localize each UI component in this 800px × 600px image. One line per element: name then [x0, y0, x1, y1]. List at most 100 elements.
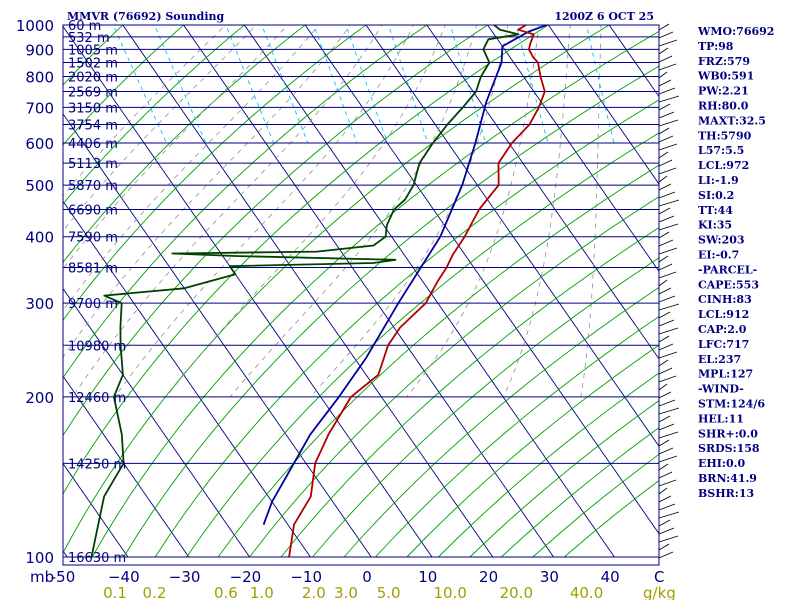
pressure-tick-label: 1000 [16, 17, 54, 35]
mixing-ratio-tick-label: 0.1 [103, 584, 127, 600]
dry-adiabat [91, 30, 659, 558]
dry-adiabat [63, 25, 124, 86]
wind-barb [658, 71, 668, 79]
pressure-tick-label: 900 [25, 41, 54, 59]
index-line: TH:5790 [698, 129, 752, 142]
temperature-tick-label: 40 [601, 568, 620, 586]
height-label: 6690 m [68, 203, 118, 218]
index-line: TP:98 [698, 40, 734, 53]
wind-barb [658, 103, 671, 111]
wind-barb [658, 399, 676, 407]
moist-adiabat [406, 25, 540, 398]
wind-barb [658, 63, 677, 71]
wind-barb [658, 191, 676, 199]
height-label: 16630 m [68, 551, 126, 566]
wind-barb [658, 279, 668, 287]
index-line: HEL:11 [698, 412, 744, 425]
wind-barb [658, 287, 672, 295]
wind-barb [658, 39, 678, 47]
index-line: -PARCEL- [698, 263, 757, 276]
mixing-ratio-line [586, 25, 615, 144]
mixing-ratio-labels: 0.1 0.2 0.6 1.0 2.0 3.0 5.0 10.0 20.0 40.0 [103, 584, 603, 600]
temperature-tick-label: -50 [51, 568, 76, 586]
dry-adiabat [63, 25, 367, 321]
wind-barb [658, 311, 671, 319]
mixing-ratio-line [225, 25, 275, 144]
height-labels: 16630 m 14250 m 12460 m 10980 m 9700 m 8581 m… [68, 19, 126, 566]
sounding-indices: WMO:76692 TP:98 FRZ:579 WB0:591 PW:2.21 RH:80… [697, 25, 774, 500]
background-lines [63, 25, 659, 558]
observation-time: 1200Z 6 OCT 25 [554, 10, 654, 23]
wind-barb [658, 455, 678, 463]
moist-adiabat [503, 25, 571, 398]
wind-barb [658, 327, 679, 335]
mixing-ratio-tick-label: 40.0 [570, 584, 603, 600]
temperature-tick-label: −40 [108, 568, 140, 586]
isotherm-line [63, 200, 311, 558]
wind-barb [658, 183, 672, 191]
pressure-tick-label: 600 [25, 135, 54, 153]
mixing-ratio-line [261, 25, 309, 144]
moist-adiabat [229, 25, 478, 398]
dry-adiabat [63, 25, 550, 495]
isotherm-line [487, 25, 659, 273]
moist-adiabat [63, 25, 320, 311]
temperature-tick-label: −30 [169, 568, 201, 586]
pressure-tick-label: 200 [25, 389, 54, 407]
index-line: BRN:41.9 [698, 472, 757, 485]
dry-adiabat [343, 286, 659, 558]
wind-barb [658, 527, 675, 535]
wind-barb [658, 207, 671, 215]
wind-barb [658, 447, 674, 455]
parcel-trace [262, 25, 549, 526]
index-line: CAP:2.0 [698, 323, 747, 336]
wind-barb [658, 431, 679, 439]
wind-barb [658, 423, 675, 431]
isotherm-line [426, 25, 659, 360]
pressure-tick-label: 400 [25, 229, 54, 247]
wind-barb [658, 495, 672, 503]
index-line: CAPE:553 [698, 278, 759, 291]
wind-barb [658, 471, 673, 479]
mixing-ratio-tick-label: 1.0 [250, 584, 274, 600]
wind-barb [658, 247, 678, 255]
wind-barb [658, 343, 674, 351]
temperature-tick-label: −20 [230, 568, 262, 586]
index-line: LI:-1.9 [698, 174, 739, 187]
height-label: 5870 m [68, 179, 118, 194]
mixing-ratio-tick-label: 3.0 [334, 584, 358, 600]
wind-barb [658, 487, 668, 495]
dry-adiabat [280, 227, 659, 558]
index-line: MPL:127 [698, 368, 753, 381]
dry-adiabat [63, 25, 185, 146]
wind-barb [658, 23, 670, 31]
height-label: 532 m [68, 31, 110, 46]
mixing-ratio-line [345, 25, 389, 144]
mixing-ratio-line [388, 25, 429, 144]
wind-barb [658, 511, 680, 519]
wind-barb [658, 351, 678, 359]
index-line: LCL:912 [698, 308, 749, 321]
wind-barb [658, 463, 669, 471]
isotherm-line [63, 287, 250, 558]
dry-adiabat [63, 25, 489, 437]
dry-adiabat [123, 65, 659, 558]
dry-adiabat [154, 99, 659, 558]
isotherm-line [63, 462, 129, 558]
height-label: 3150 m [68, 101, 118, 116]
pressure-tick-label: 100 [25, 549, 54, 567]
height-label: 12460 m [68, 391, 126, 406]
mixing-ratio-line [449, 25, 487, 144]
moist-adiabat [580, 25, 602, 397]
height-label: 2020 m [68, 71, 118, 86]
height-label: 1005 m [68, 43, 118, 58]
station-title: MMVR (76692) Sounding [67, 10, 225, 23]
height-label: 10980 m [68, 339, 126, 354]
wind-barb [658, 519, 671, 527]
wind-barb [658, 407, 680, 415]
index-line: TT:44 [698, 204, 733, 217]
height-label: 9700 m [68, 297, 118, 312]
dry-adiabat [375, 315, 659, 558]
pressure-tick-label: 500 [25, 177, 54, 195]
pressure-tick-label: 300 [25, 295, 54, 313]
